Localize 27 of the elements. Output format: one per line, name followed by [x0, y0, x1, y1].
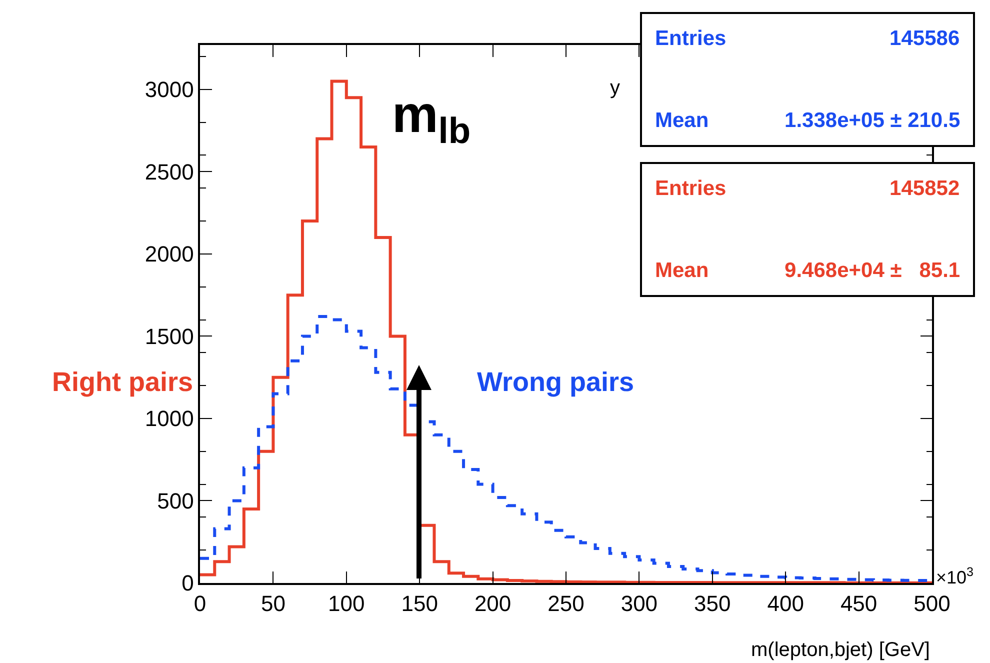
- x-tick-label: 50: [260, 591, 286, 616]
- text: Right pairs: [52, 367, 194, 397]
- y-tick-label: 1500: [144, 324, 194, 349]
- annotation: y: [610, 77, 620, 99]
- x-axis-title: m(lepton,bjet) [GeV]: [751, 639, 930, 661]
- x-tick-label: 450: [840, 591, 878, 616]
- x-tick-label: 400: [767, 591, 804, 616]
- x-tick-label: 500: [914, 591, 950, 616]
- y-tick-label: 3000: [144, 77, 194, 102]
- y-tick-label: 2000: [144, 242, 194, 267]
- text: Mean 9.468e+04 ± 85.1: [655, 258, 960, 282]
- y-tick-label: 0: [182, 570, 194, 596]
- x-tick-label: 150: [401, 591, 438, 616]
- y-tick-label: 1000: [144, 406, 194, 432]
- x-tick-label: 300: [620, 591, 658, 616]
- text: ×10$^{3}$: [936, 565, 974, 588]
- x-tick-label: 350: [694, 591, 731, 616]
- x-tick-label: 200: [474, 591, 512, 616]
- series-label: Wrong pairs: [477, 367, 634, 397]
- x-tick-label: 250: [548, 591, 584, 616]
- annotation: m$_{lb}$: [392, 86, 471, 151]
- y-tick-label: 500: [157, 488, 194, 514]
- text: Mean 1.338e+05 ± 210.5: [655, 108, 960, 132]
- text: Entries 145852: [655, 177, 960, 200]
- text: Entries 145586: [655, 27, 960, 50]
- y-tick-label: 2500: [144, 159, 194, 184]
- x-tick-label: 100: [328, 591, 365, 616]
